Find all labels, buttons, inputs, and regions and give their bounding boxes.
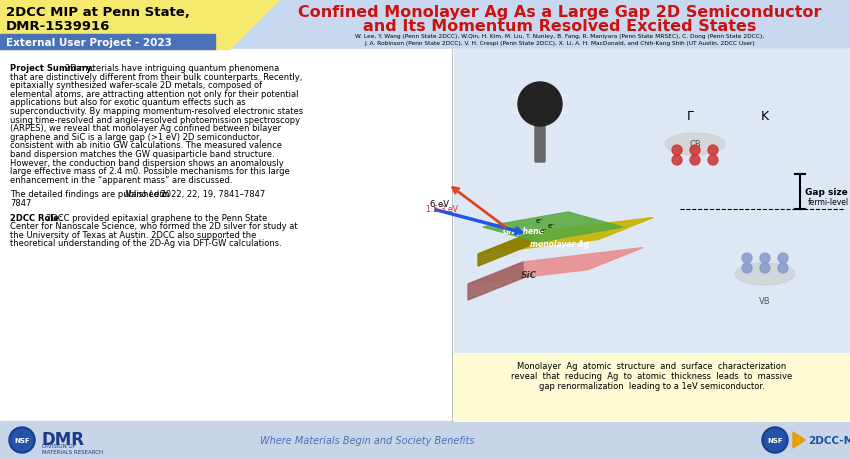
- Circle shape: [762, 427, 788, 453]
- Text: Center for Nanoscale Science, who formed the 2D silver for study at: Center for Nanoscale Science, who formed…: [10, 222, 297, 231]
- Text: Project Summary:: Project Summary:: [10, 64, 95, 73]
- Text: DMR: DMR: [42, 430, 85, 448]
- Text: applications but also for exotic quantum effects such as: applications but also for exotic quantum…: [10, 98, 246, 107]
- Polygon shape: [0, 0, 270, 50]
- Text: superconductivity. By mapping momentum-resolved electronic states: superconductivity. By mapping momentum-r…: [10, 107, 303, 116]
- Text: The detailed findings are published in: The detailed findings are published in: [10, 190, 172, 199]
- Bar: [220, 0, 850, 50]
- Polygon shape: [468, 248, 643, 285]
- Text: 2022, 22, 19, 7841–7847: 2022, 22, 19, 7841–7847: [158, 190, 265, 199]
- Text: 2DCC-MIP: 2DCC-MIP: [808, 435, 850, 445]
- Text: e⁻: e⁻: [540, 228, 548, 234]
- Ellipse shape: [735, 263, 795, 285]
- Polygon shape: [793, 432, 805, 448]
- Circle shape: [672, 146, 682, 156]
- Bar: [454, 50, 850, 353]
- Text: VB: VB: [759, 297, 771, 305]
- Polygon shape: [483, 213, 623, 242]
- Circle shape: [518, 83, 562, 127]
- Text: 6 eV: 6 eV: [430, 200, 449, 208]
- Circle shape: [11, 429, 33, 451]
- Circle shape: [742, 263, 752, 274]
- Circle shape: [778, 253, 788, 263]
- Text: and Its Momentum Resolved Excited States: and Its Momentum Resolved Excited States: [363, 19, 756, 34]
- Text: e⁻: e⁻: [536, 218, 544, 224]
- Circle shape: [760, 253, 770, 263]
- Bar: [0, 421, 850, 459]
- Circle shape: [708, 156, 718, 166]
- Text: that are distinctively different from their bulk counterparts. Recently,: that are distinctively different from th…: [10, 73, 303, 81]
- Text: gap renormalization  leading to a 1eV semiconductor.: gap renormalization leading to a 1eV sem…: [539, 381, 765, 390]
- Circle shape: [778, 263, 788, 274]
- Text: NSF: NSF: [14, 437, 30, 443]
- Text: theoretical understanding of the 2D-Ag via DFT-GW calculations.: theoretical understanding of the 2D-Ag v…: [10, 239, 281, 248]
- Text: fermi-level: fermi-level: [808, 197, 849, 207]
- Text: Γ: Γ: [687, 110, 694, 123]
- Text: J. A. Robinson (Penn State 2DCC), V. H. Crespi (Penn State 2DCC), X. Li, A. H. M: J. A. Robinson (Penn State 2DCC), V. H. …: [365, 41, 756, 46]
- Circle shape: [9, 427, 35, 453]
- Text: External User Project - 2023: External User Project - 2023: [6, 38, 172, 47]
- Text: enhancement in the “apparent mass” are discussed.: enhancement in the “apparent mass” are d…: [10, 175, 233, 185]
- Bar: [0, 35, 215, 50]
- Text: 2DCC MIP at Penn State,: 2DCC MIP at Penn State,: [6, 6, 190, 19]
- Text: (ARPES), we reveal that monolayer Ag confined between bilayer: (ARPES), we reveal that monolayer Ag con…: [10, 124, 281, 133]
- Text: Where Materials Begin and Society Benefits: Where Materials Begin and Society Benefi…: [260, 435, 474, 445]
- Circle shape: [764, 429, 786, 451]
- Bar: [0, 50, 850, 421]
- Text: reveal  that  reducing  Ag  to  atomic  thickness  leads  to  massive: reveal that reducing Ag to atomic thickn…: [512, 371, 792, 380]
- Bar: [454, 353, 850, 421]
- Text: K: K: [761, 110, 769, 123]
- Circle shape: [742, 253, 752, 263]
- Polygon shape: [478, 218, 653, 254]
- Text: Gap size ~ 1eV: Gap size ~ 1eV: [805, 188, 850, 196]
- Bar: [0, 0, 230, 50]
- Circle shape: [690, 146, 700, 156]
- Circle shape: [690, 156, 700, 166]
- Text: Nano Lett.: Nano Lett.: [125, 190, 168, 199]
- Text: monolayer Ag: monolayer Ag: [530, 240, 590, 249]
- Circle shape: [672, 156, 682, 166]
- Text: DIVISION OF
MATERIALS RESEARCH: DIVISION OF MATERIALS RESEARCH: [42, 443, 103, 454]
- Text: 2D materials have intriguing quantum phenomena: 2D materials have intriguing quantum phe…: [65, 64, 280, 73]
- Text: W. Lee, Y. Wang (Penn State 2DCC), W.Qin, H. Kim, M. Liu, T. Nunley, B. Fang, R.: W. Lee, Y. Wang (Penn State 2DCC), W.Qin…: [355, 34, 764, 39]
- Text: SiC: SiC: [520, 271, 536, 280]
- Text: 2DCC Role:: 2DCC Role:: [10, 213, 62, 222]
- Text: NSF: NSF: [768, 437, 783, 443]
- Text: Graphene: Graphene: [503, 227, 545, 236]
- Text: Monolayer  Ag  atomic  structure  and  surface  characterization: Monolayer Ag atomic structure and surfac…: [518, 361, 786, 370]
- Circle shape: [760, 263, 770, 274]
- Polygon shape: [0, 0, 280, 50]
- Circle shape: [708, 146, 718, 156]
- Ellipse shape: [665, 134, 725, 156]
- Text: epitaxially synthesized wafer-scale 2D metals, composed of: epitaxially synthesized wafer-scale 2D m…: [10, 81, 262, 90]
- Text: band dispersion matches the GW quasiparticle band structure.: band dispersion matches the GW quasipart…: [10, 150, 275, 159]
- Text: 1.5-3 eV: 1.5-3 eV: [426, 205, 458, 213]
- Text: However, the conduction band dispersion shows an anomalously: However, the conduction band dispersion …: [10, 158, 284, 167]
- Text: CB: CB: [689, 140, 701, 149]
- Text: e⁻: e⁻: [548, 223, 556, 229]
- Text: using time-resolved and angle-resolved photoemission spectroscopy: using time-resolved and angle-resolved p…: [10, 115, 300, 124]
- Text: consistent with ab initio GW calculations. The measured valence: consistent with ab initio GW calculation…: [10, 141, 282, 150]
- Text: 7847: 7847: [10, 199, 31, 207]
- Text: the University of Texas at Austin. 2DCC also supported the: the University of Texas at Austin. 2DCC …: [10, 230, 257, 239]
- Text: elemental atoms, are attracting attention not only for their potential: elemental atoms, are attracting attentio…: [10, 90, 298, 99]
- Text: graphene and SiC is a large gap (>1 eV) 2D semiconductor,: graphene and SiC is a large gap (>1 eV) …: [10, 133, 262, 141]
- FancyBboxPatch shape: [535, 126, 545, 162]
- Text: Confined Monolayer Ag As a Large Gap 2D Semiconductor: Confined Monolayer Ag As a Large Gap 2D …: [298, 5, 822, 20]
- Polygon shape: [478, 233, 533, 266]
- Text: 2DCC provided epitaxial graphene to the Penn State: 2DCC provided epitaxial graphene to the …: [46, 213, 267, 222]
- Text: large effective mass of 2.4 m0. Possible mechanisms for this large: large effective mass of 2.4 m0. Possible…: [10, 167, 290, 176]
- Polygon shape: [468, 263, 523, 300]
- Text: DMR-1539916: DMR-1539916: [6, 20, 110, 33]
